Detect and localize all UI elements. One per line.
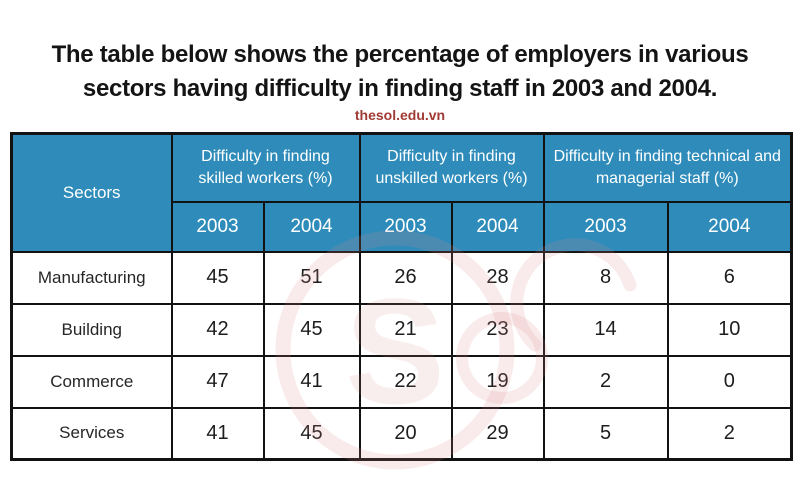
sector-cell: Manufacturing	[10, 250, 173, 305]
value-cell: 45	[170, 250, 265, 305]
table-row-commerce: Commerce 47 41 22 19 2 0	[10, 354, 793, 409]
header-cell-sectors: Sectors	[10, 132, 173, 253]
year-cell-technical-2003: 2003	[542, 200, 669, 253]
sector-cell: Services	[10, 406, 173, 461]
sector-cell: Commerce	[10, 354, 173, 409]
value-cell: 20	[358, 406, 453, 461]
staff-difficulty-table: Sectors Difficulty in finding skilled wo…	[10, 132, 794, 461]
value-cell: 21	[358, 302, 453, 357]
year-cell-skilled-2003: 2003	[170, 200, 265, 253]
value-cell: 26	[358, 250, 453, 305]
table-row-manufacturing: Manufacturing 45 51 26 28 8 6	[10, 250, 793, 305]
value-cell: 2	[666, 406, 793, 461]
year-cell-skilled-2004: 2004	[262, 200, 361, 253]
year-cell-unskilled-2004: 2004	[450, 200, 545, 253]
table-row-building: Building 42 45 21 23 14 10	[10, 302, 793, 357]
website-text: thesol.edu.vn	[354, 107, 446, 123]
value-cell: 28	[450, 250, 545, 305]
page-title-line2: sectors having difficulty in finding sta…	[82, 75, 718, 102]
value-cell: 29	[450, 406, 545, 461]
sector-cell: Building	[10, 302, 173, 357]
value-cell: 0	[666, 354, 793, 409]
value-cell: 41	[170, 406, 265, 461]
value-cell: 2	[542, 354, 669, 409]
value-cell: 19	[450, 354, 545, 409]
page-title-line1: The table below shows the percentage of …	[51, 41, 749, 68]
value-cell: 10	[666, 302, 793, 357]
header-group-skilled: Difficulty in finding skilled workers (%…	[170, 132, 361, 203]
year-cell-technical-2004: 2004	[666, 200, 793, 253]
page-title: The table below shows the percentage of …	[0, 38, 800, 106]
value-cell: 5	[542, 406, 669, 461]
value-cell: 45	[262, 302, 361, 357]
year-cell-unskilled-2003: 2003	[358, 200, 453, 253]
value-cell: 42	[170, 302, 265, 357]
value-cell: 6	[666, 250, 793, 305]
value-cell: 45	[262, 406, 361, 461]
value-cell: 8	[542, 250, 669, 305]
header-group-technical: Difficulty in finding technical and mana…	[542, 132, 793, 203]
value-cell: 23	[450, 302, 545, 357]
value-cell: 22	[358, 354, 453, 409]
value-cell: 41	[262, 354, 361, 409]
value-cell: 47	[170, 354, 265, 409]
table-header-group-row: Sectors Difficulty in finding skilled wo…	[10, 132, 793, 253]
table-header-year-row: 2003 2004 2003 2004 2003 2004	[12, 200, 793, 253]
value-cell: 51	[262, 250, 361, 305]
header-group-unskilled: Difficulty in finding unskilled workers …	[358, 132, 545, 203]
table-row-services: Services 41 45 20 29 5 2	[10, 406, 793, 461]
value-cell: 14	[542, 302, 669, 357]
table-container: Sectors Difficulty in finding skilled wo…	[10, 132, 794, 461]
